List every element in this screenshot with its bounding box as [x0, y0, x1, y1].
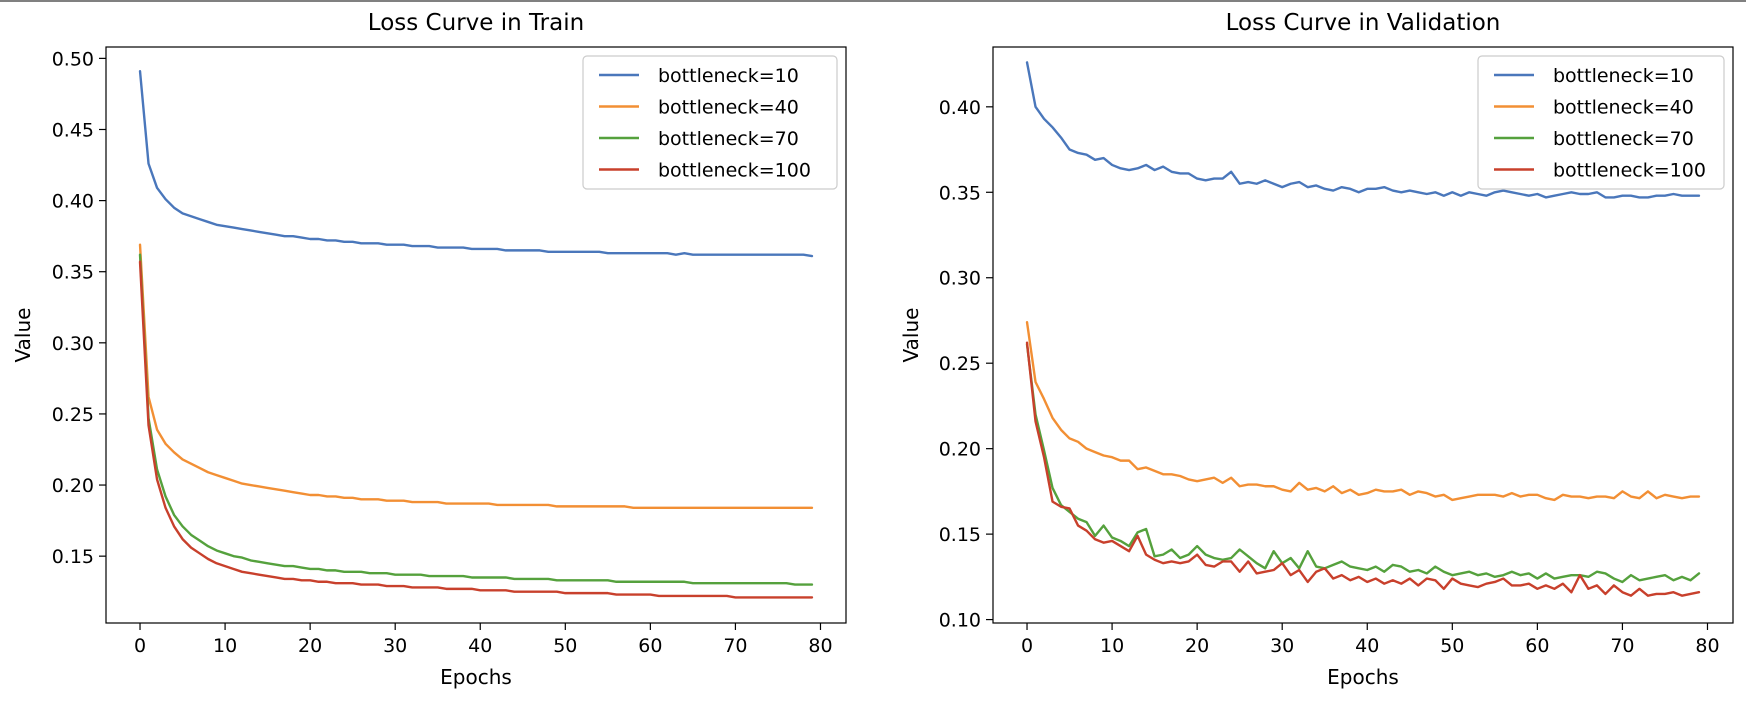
validation-legend-label: bottleneck=40	[1553, 97, 1694, 119]
train-legend: bottleneck=10 bottleneck=40 bottleneck=70 b…	[582, 55, 838, 190]
validation-series-line-3	[1025, 341, 1701, 597]
train-y-tick-label: 0.35	[52, 262, 94, 284]
train-x-tick-label: 0	[134, 635, 146, 657]
validation-x-tick-label: 80	[1695, 635, 1719, 657]
validation-y-tick-label: 0.25	[939, 353, 981, 375]
train-x-tick-label: 60	[638, 635, 662, 657]
validation-y-axis-label: Value	[899, 308, 923, 363]
train-x-tick-label: 20	[298, 635, 322, 657]
validation-axes-frame	[992, 46, 1734, 624]
train-loss-panel: 0 10 20 30 40 50 60 70 80 0.15 0.20 0.25 0.30 0.35 0.4…	[11, 10, 847, 689]
train-y-tick-label: 0.25	[52, 404, 94, 426]
train-series-line-1	[138, 243, 814, 509]
train-legend-label: bottleneck=100	[658, 160, 811, 182]
train-axes-frame	[105, 46, 847, 624]
train-legend-label: bottleneck=70	[658, 128, 799, 150]
validation-legend-box	[1477, 55, 1725, 190]
train-y-tick-label: 0.50	[52, 48, 94, 70]
validation-y-tick-label: 0.20	[939, 439, 981, 461]
train-series-line-2	[138, 253, 814, 586]
validation-series-line-0	[1025, 61, 1701, 199]
validation-x-tick-label: 30	[1270, 635, 1294, 657]
train-x-tick-label: 80	[808, 635, 832, 657]
train-x-axis-label: Epochs	[440, 665, 512, 689]
train-x-tick-label: 30	[383, 635, 407, 657]
train-legend-box	[582, 55, 838, 190]
train-legend-label: bottleneck=10	[658, 65, 799, 87]
validation-y-tick-label: 0.30	[939, 268, 981, 290]
train-y-tick-label: 0.15	[52, 546, 94, 568]
validation-y-tick-label: 0.10	[939, 610, 981, 632]
validation-legend-label: bottleneck=10	[1553, 65, 1694, 87]
validation-x-tick-label: 50	[1440, 635, 1464, 657]
validation-x-axis-label: Epochs	[1327, 665, 1399, 689]
train-x-tick-label: 70	[723, 635, 747, 657]
train-y-tick-label: 0.20	[52, 475, 94, 497]
validation-legend-label: bottleneck=100	[1553, 160, 1706, 182]
train-series-line-0	[138, 69, 814, 258]
train-y-tick-label: 0.40	[52, 191, 94, 213]
validation-chart-title: Loss Curve in Validation	[1226, 10, 1501, 36]
train-x-tick-label: 10	[213, 635, 237, 657]
train-series-line-3	[138, 260, 814, 599]
validation-x-tick-label: 20	[1185, 635, 1209, 657]
train-x-tick-label: 40	[468, 635, 492, 657]
validation-x-tick-label: 60	[1525, 635, 1549, 657]
train-legend-label: bottleneck=40	[658, 97, 799, 119]
validation-x-tick-label: 40	[1355, 635, 1379, 657]
validation-legend-label: bottleneck=70	[1553, 128, 1694, 150]
validation-series-line-1	[1025, 320, 1701, 502]
validation-x-tick-label: 0	[1021, 635, 1033, 657]
validation-y-tick-label: 0.15	[939, 524, 981, 546]
train-y-tick-label: 0.30	[52, 333, 94, 355]
validation-y-tick-label: 0.35	[939, 182, 981, 204]
validation-x-tick-label: 70	[1610, 635, 1634, 657]
validation-x-tick-label: 10	[1100, 635, 1124, 657]
train-x-tick-label: 50	[553, 635, 577, 657]
validation-legend: bottleneck=10 bottleneck=40 bottleneck=70 b…	[1477, 55, 1725, 190]
validation-y-tick-label: 0.40	[939, 97, 981, 119]
validation-series-line-2	[1025, 343, 1701, 584]
train-chart-title: Loss Curve in Train	[368, 10, 584, 36]
validation-loss-panel: 0 10 20 30 40 50 60 70 80 0.10 0.15 0.20 0.25 0.30 0.3…	[899, 10, 1734, 689]
train-y-tick-label: 0.45	[52, 119, 94, 141]
train-y-axis-label: Value	[11, 308, 35, 363]
